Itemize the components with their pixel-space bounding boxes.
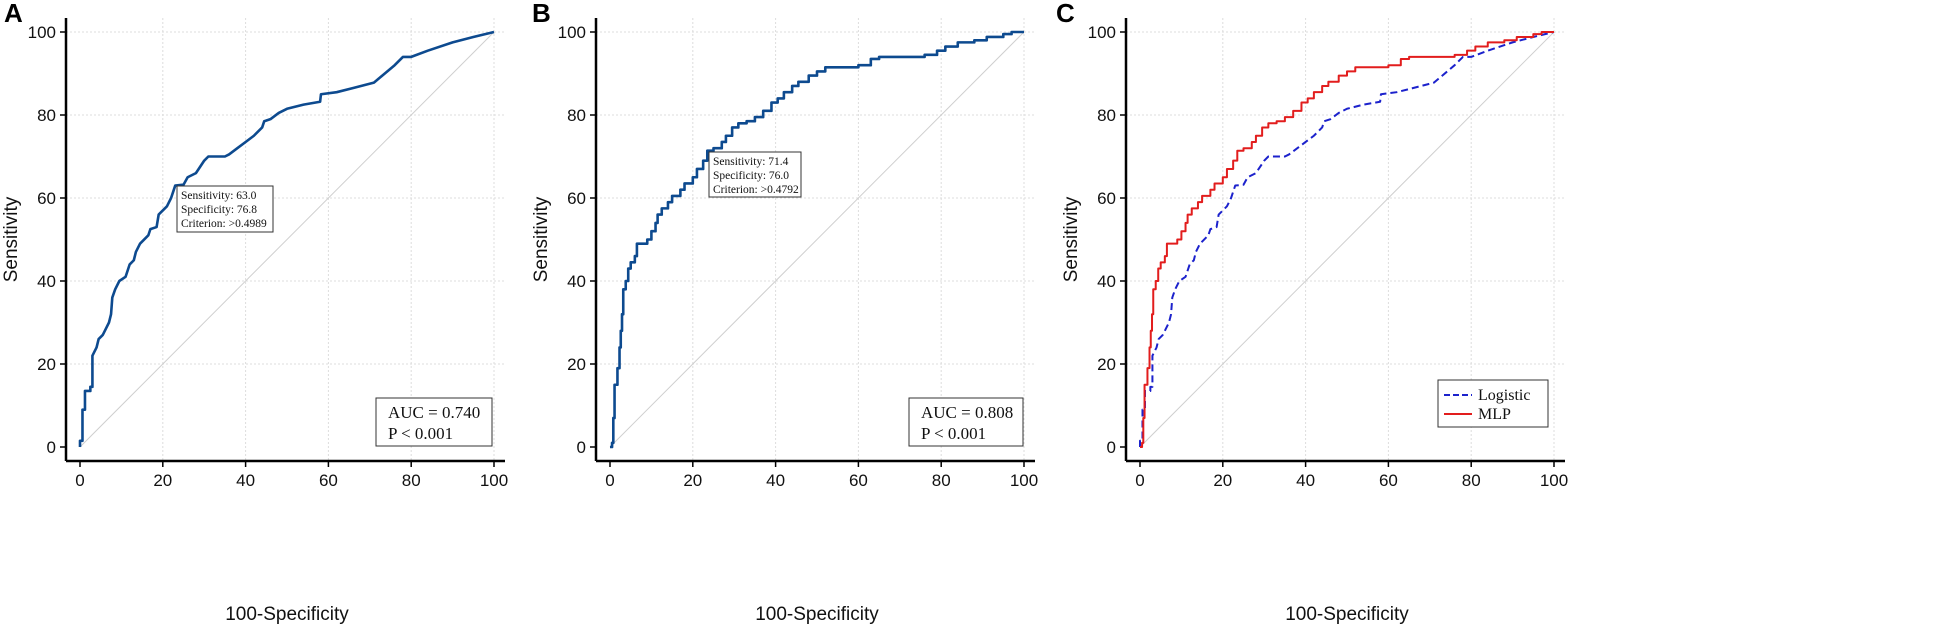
legend-label-mlp: MLP bbox=[1478, 406, 1511, 423]
p-value: P < 0.001 bbox=[921, 424, 986, 443]
auc-stats-box bbox=[908, 397, 1024, 447]
x-tick-label: 20 bbox=[1213, 471, 1232, 490]
x-tick-label: 40 bbox=[766, 471, 785, 490]
y-tick-label: 60 bbox=[1097, 189, 1116, 208]
reference-diagonal bbox=[79, 31, 495, 448]
x-tick-label: 0 bbox=[1135, 471, 1144, 490]
annotation-specificity: Specificity: 76.8 bbox=[181, 204, 257, 216]
x-tick-label: 80 bbox=[932, 471, 951, 490]
y-tick-label: 20 bbox=[1097, 355, 1116, 374]
y-axis-label: Sensitivity bbox=[531, 196, 552, 282]
y-tick-label: 60 bbox=[37, 189, 56, 208]
y-tick-label: 80 bbox=[567, 106, 586, 125]
roc-curve-logistic bbox=[78, 30, 495, 447]
x-tick-label: 60 bbox=[319, 471, 338, 490]
x-tick-label: 40 bbox=[236, 471, 255, 490]
y-tick-label: 100 bbox=[1088, 23, 1116, 42]
cutoff-annotation-box bbox=[176, 185, 274, 233]
panel-b: 0 20 40 60 80 100 0 20 40 60 80 100 100-Specificity S… bbox=[531, 0, 1038, 625]
x-tick-label: 60 bbox=[1379, 471, 1398, 490]
y-axis-label: Sensitivity bbox=[1, 196, 22, 282]
roc-curve-logistic bbox=[1139, 31, 1555, 447]
panel-c: 0 20 40 60 80 100 0 20 40 60 80 100 100-Specificity S… bbox=[1056, 0, 1568, 625]
panel-label: B bbox=[532, 0, 551, 28]
panel-label: C bbox=[1056, 0, 1075, 28]
panel-label: A bbox=[4, 0, 23, 28]
legend-box bbox=[1437, 379, 1549, 428]
y-axis-label: Sensitivity bbox=[1061, 196, 1082, 282]
x-axis-label: 100-Specificity bbox=[225, 604, 349, 625]
auc-stats-box bbox=[375, 397, 493, 447]
x-tick-label: 100 bbox=[1540, 471, 1568, 490]
y-tick-label: 80 bbox=[1097, 106, 1116, 125]
y-tick-label: 40 bbox=[37, 272, 56, 291]
reference-diagonal bbox=[1139, 31, 1555, 448]
x-tick-label: 20 bbox=[683, 471, 702, 490]
annotation-specificity: Specificity: 76.0 bbox=[713, 170, 789, 182]
y-tick-label: 20 bbox=[567, 355, 586, 374]
y-tick-label: 0 bbox=[1107, 438, 1116, 457]
x-tick-label: 20 bbox=[153, 471, 172, 490]
y-tick-label: 80 bbox=[37, 106, 56, 125]
cutoff-annotation-box bbox=[708, 151, 802, 198]
annotation-criterion: Criterion: >0.4989 bbox=[181, 218, 267, 230]
y-tick-label: 0 bbox=[577, 438, 586, 457]
annotation-sensitivity: Sensitivity: 63.0 bbox=[181, 190, 257, 202]
x-tick-label: 100 bbox=[1010, 471, 1038, 490]
legend-label-logistic: Logistic bbox=[1478, 387, 1530, 404]
x-tick-label: 0 bbox=[605, 471, 614, 490]
x-tick-label: 0 bbox=[75, 471, 84, 490]
y-tick-label: 20 bbox=[37, 355, 56, 374]
annotation-sensitivity: Sensitivity: 71.4 bbox=[713, 156, 789, 168]
panel-a: 0 20 40 60 80 100 0 20 40 60 80 100 100-Specificity S… bbox=[1, 0, 508, 625]
roc-curve-mlp bbox=[610, 30, 1024, 449]
x-tick-label: 80 bbox=[1462, 471, 1481, 490]
x-axis-label: 100-Specificity bbox=[1285, 604, 1409, 625]
auc-value: AUC = 0.740 bbox=[388, 403, 480, 422]
y-tick-label: 60 bbox=[567, 189, 586, 208]
auc-value: AUC = 0.808 bbox=[921, 403, 1013, 422]
y-tick-label: 100 bbox=[558, 23, 586, 42]
y-tick-label: 40 bbox=[1097, 272, 1116, 291]
reference-diagonal bbox=[609, 31, 1025, 448]
roc-curve-mlp bbox=[1140, 31, 1554, 448]
y-tick-label: 100 bbox=[28, 23, 56, 42]
x-tick-label: 60 bbox=[849, 471, 868, 490]
x-tick-label: 80 bbox=[402, 471, 421, 490]
p-value: P < 0.001 bbox=[388, 424, 453, 443]
x-axis-label: 100-Specificity bbox=[755, 604, 879, 625]
y-tick-label: 0 bbox=[47, 438, 56, 457]
y-tick-label: 40 bbox=[567, 272, 586, 291]
x-tick-label: 100 bbox=[480, 471, 508, 490]
x-tick-label: 40 bbox=[1296, 471, 1315, 490]
annotation-criterion: Criterion: >0.4792 bbox=[713, 184, 799, 196]
